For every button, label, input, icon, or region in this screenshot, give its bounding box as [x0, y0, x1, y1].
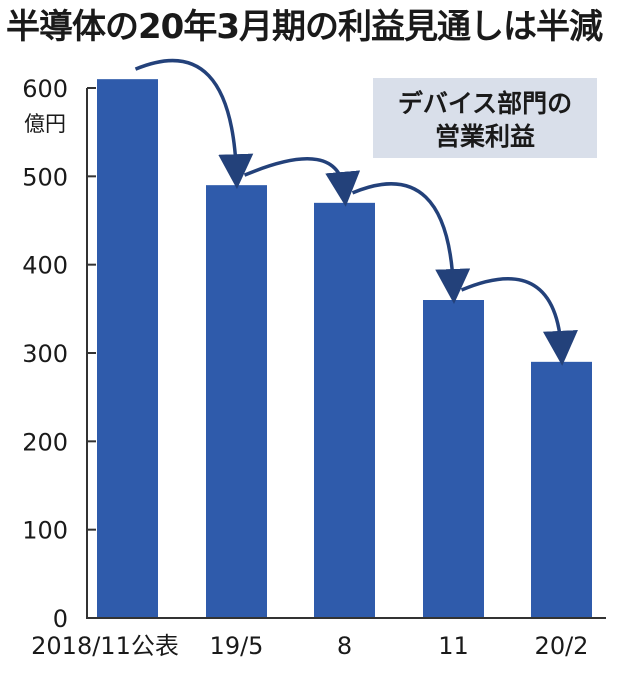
y-tick-label: 600 — [22, 75, 68, 103]
trend-arrow — [460, 276, 578, 366]
chart-title: 半導体の20年3月期の利益見通しは半減 — [6, 7, 603, 47]
bar-4 — [531, 361, 592, 618]
legend-line-2: 営業利益 — [435, 122, 535, 151]
x-tick-label: 11 — [438, 632, 469, 660]
x-tick-label: 19/5 — [210, 632, 264, 660]
y-axis-unit: 億円 — [24, 112, 66, 136]
y-tick-label: 200 — [22, 428, 68, 456]
bar-3 — [423, 300, 484, 618]
x-tick-label: 2018/11公表 — [31, 632, 179, 660]
x-tick-label: 20/2 — [535, 632, 589, 660]
legend-line-1: デバイス部門の — [398, 89, 572, 118]
y-tick-label: 500 — [22, 163, 68, 191]
bar-2 — [314, 202, 375, 619]
bar-chart: 0 100 200 300 400 500 600 2018/11公表 19/5 8 11 20/2… — [22, 58, 606, 660]
trend-arrow — [243, 157, 361, 207]
x-tick-label: 8 — [337, 632, 352, 660]
y-tick-label: 0 — [53, 605, 68, 633]
y-tick-label: 400 — [22, 252, 68, 280]
y-tick-label: 300 — [22, 340, 68, 368]
trend-arrow — [134, 58, 254, 190]
legend-box — [373, 78, 597, 158]
bar-1 — [206, 185, 267, 618]
trend-arrow — [351, 182, 471, 304]
bar-0 — [97, 79, 158, 618]
y-tick-label: 100 — [22, 517, 68, 545]
